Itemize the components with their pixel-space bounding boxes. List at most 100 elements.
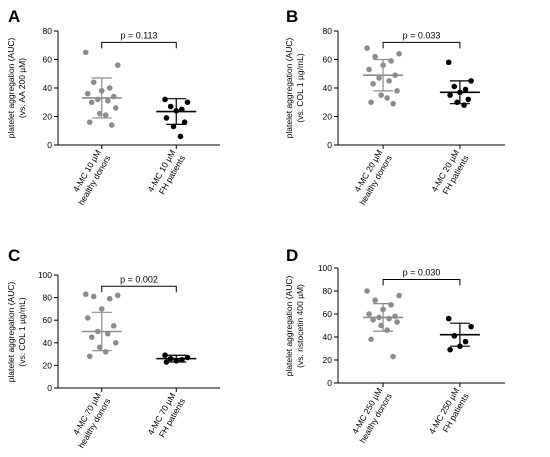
data-point [368,99,374,106]
data-point [394,319,400,325]
y-tick-label: 20 [43,360,53,370]
panel-letter: C [8,246,20,265]
data-point [386,315,392,322]
data-point [102,349,109,355]
data-point [114,292,121,299]
data-point [445,315,452,322]
data-point [90,79,97,86]
y-tick-label: 40 [323,332,333,342]
y-tick-label: 80 [43,293,53,303]
y-tick-label: 100 [38,270,52,280]
y-axis-label-line: (vs. COL 1 µg/mL) [17,297,27,366]
data-point [162,96,168,103]
y-axis-label-line: (vs. ristocetin 400 µM) [295,284,305,368]
data-point [88,99,95,106]
y-tick-label: 80 [323,26,333,36]
p-value-label: p = 0.113 [120,30,157,40]
significance-bracket [382,41,461,49]
data-point [390,100,396,107]
data-point [454,99,460,106]
data-point [468,78,474,84]
data-point [384,95,390,101]
data-point [110,323,117,329]
y-tick-label: 0 [327,378,332,388]
data-point [170,123,177,130]
data-point [106,85,113,91]
y-axis-label-line: platelet aggregation (AUC) [6,282,16,383]
data-point [394,88,400,94]
y-tick-label: 100 [318,263,332,273]
data-point [82,291,89,298]
data-point [372,53,378,60]
panel-d: D 0 20 40 60 80 100 platelet aggregation (AUC)(… [284,246,505,445]
data-point [86,353,93,360]
panel-letter: D [286,246,298,265]
data-point [462,86,469,93]
data-point [104,98,111,104]
y-tick-label: 40 [43,338,53,348]
y-tick-label: 80 [323,286,333,296]
y-tick-label: 80 [43,26,53,36]
y-tick-label: 60 [323,309,333,319]
panel-b: B 0 20 40 60 80 platelet aggregation (AUC) (vs.… [284,7,505,207]
data-point [98,88,105,94]
data-point [90,293,97,300]
data-point [364,288,370,294]
data-point [445,59,452,66]
data-point [462,338,469,345]
data-point [370,316,376,323]
data-point [390,353,396,360]
data-point [88,334,95,340]
data-point [102,112,109,118]
data-point [184,99,191,106]
data-point [86,119,93,125]
data-point [184,354,191,361]
data-point [163,115,170,121]
data-point [447,92,453,98]
y-axis-label: platelet aggregation (AUC) (vs. COL 1 µg/… [284,38,305,139]
data-point [163,359,170,365]
y-tick-label: 60 [43,55,53,65]
data-point [396,292,402,299]
data-point [98,306,105,312]
data-point [372,297,378,304]
data-point [162,352,168,359]
data-point [388,58,394,64]
data-point [465,96,472,103]
data-point [384,327,390,333]
y-axis-label-line: platelet aggregation (AUC) [284,276,294,377]
data-point [366,311,372,317]
y-tick-label: 0 [47,383,52,393]
y-axis-label: platelet aggregation (AUC) (vs. AA 200 µM… [6,38,27,139]
data-point [378,92,384,98]
y-axis-label-line: (vs. COL 1 µg/mL) [295,53,305,122]
y-tick-label: 40 [43,83,53,93]
data-point [380,62,386,68]
significance-bracket [101,41,177,49]
y-axis-label-line: platelet aggregation (AUC) [284,38,294,139]
data-point [447,346,453,353]
panel-c: C 0 20 40 60 80 100 platelet aggregation (AUC)(… [6,246,220,450]
data-point [84,90,91,97]
y-axis-label: platelet aggregation (AUC) (vs. ristoceti… [284,276,305,377]
data-point [461,102,467,108]
y-tick-label: 60 [43,315,53,325]
data-point [378,322,384,329]
data-point [364,45,370,51]
data-point [112,340,119,346]
data-point [457,343,463,350]
data-point [368,336,374,343]
data-point [179,356,185,363]
data-point [386,78,392,84]
y-tick-label: 20 [323,355,333,365]
y-tick-label: 0 [327,140,332,150]
data-point [366,66,372,73]
data-point [380,306,386,313]
